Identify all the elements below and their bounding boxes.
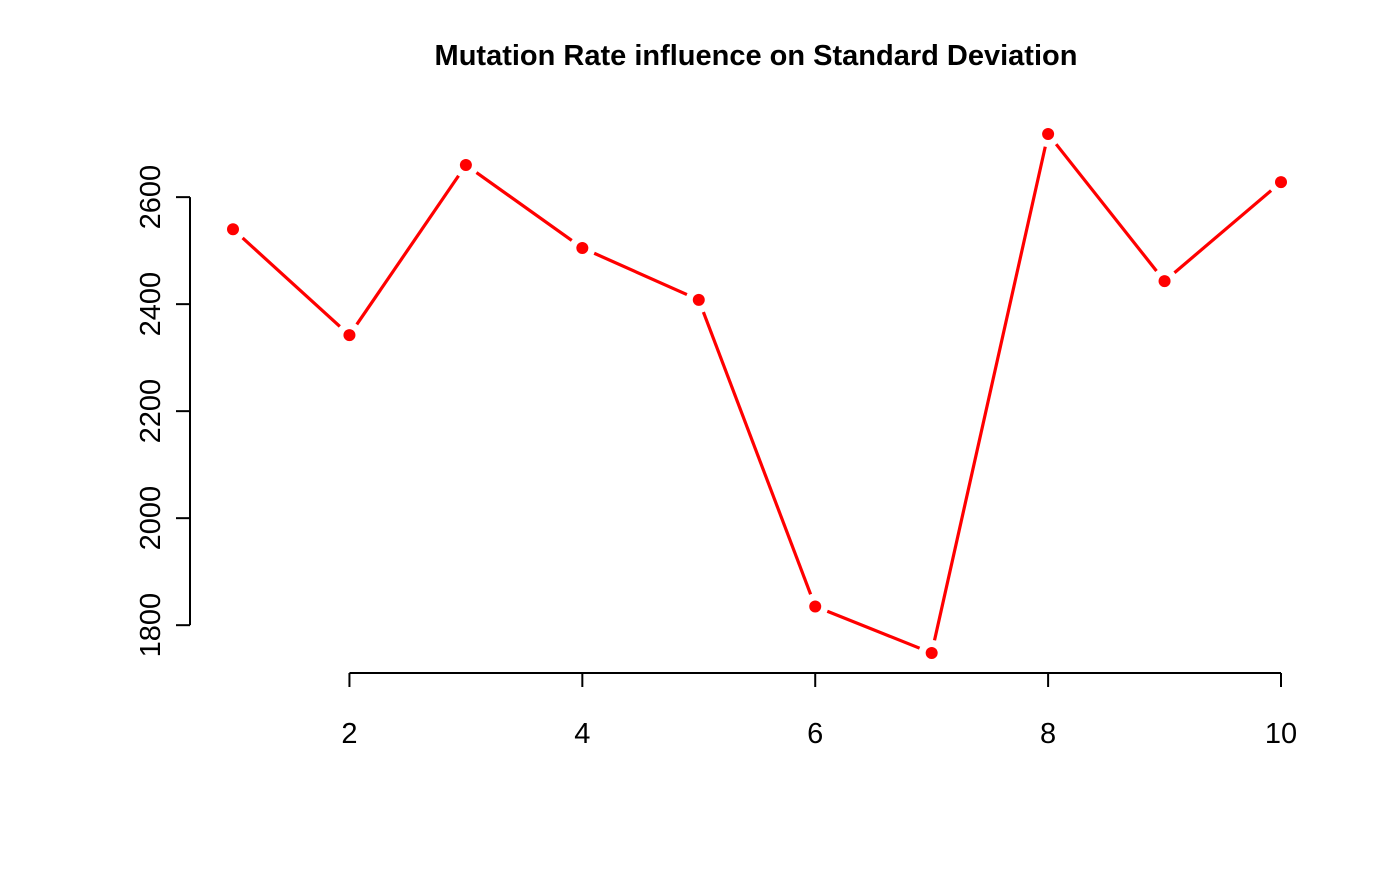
data-point bbox=[925, 647, 938, 659]
data-point bbox=[692, 293, 705, 306]
series-segment bbox=[826, 609, 921, 650]
data-point bbox=[1158, 275, 1171, 288]
series-segment bbox=[593, 251, 688, 297]
y-tick-label: 2000 bbox=[135, 486, 167, 551]
data-point bbox=[1042, 128, 1055, 140]
series-segment bbox=[701, 311, 813, 595]
series-segment bbox=[475, 171, 573, 242]
y-tick-label: 2400 bbox=[135, 272, 167, 337]
chart-title: Mutation Rate influence on Standard Devi… bbox=[434, 40, 1078, 72]
x-tick-label: 4 bbox=[574, 718, 590, 750]
data-point bbox=[343, 329, 356, 342]
data-point bbox=[459, 159, 472, 172]
x-tick-label: 6 bbox=[807, 718, 823, 750]
data-point bbox=[576, 241, 589, 254]
x-tick-label: 2 bbox=[341, 718, 357, 750]
series-layer bbox=[227, 128, 1287, 659]
series-segment bbox=[241, 236, 341, 328]
y-axis: 1800 2000 2200 2400 2600 bbox=[135, 165, 191, 658]
data-point bbox=[227, 223, 239, 236]
data-point bbox=[809, 600, 822, 613]
y-tick-label: 1800 bbox=[135, 593, 167, 658]
x-tick-label: 8 bbox=[1040, 718, 1056, 750]
x-tick-label: 10 bbox=[1265, 718, 1297, 750]
series-segment bbox=[355, 174, 460, 326]
series-segment bbox=[932, 146, 1047, 641]
y-tick-label: 2600 bbox=[135, 165, 167, 230]
data-point bbox=[1275, 176, 1287, 189]
y-tick-label: 2200 bbox=[135, 379, 167, 444]
series-segment bbox=[1173, 189, 1273, 274]
x-axis: 2 4 6 8 10 bbox=[341, 672, 1297, 750]
series-segment bbox=[1054, 143, 1158, 272]
